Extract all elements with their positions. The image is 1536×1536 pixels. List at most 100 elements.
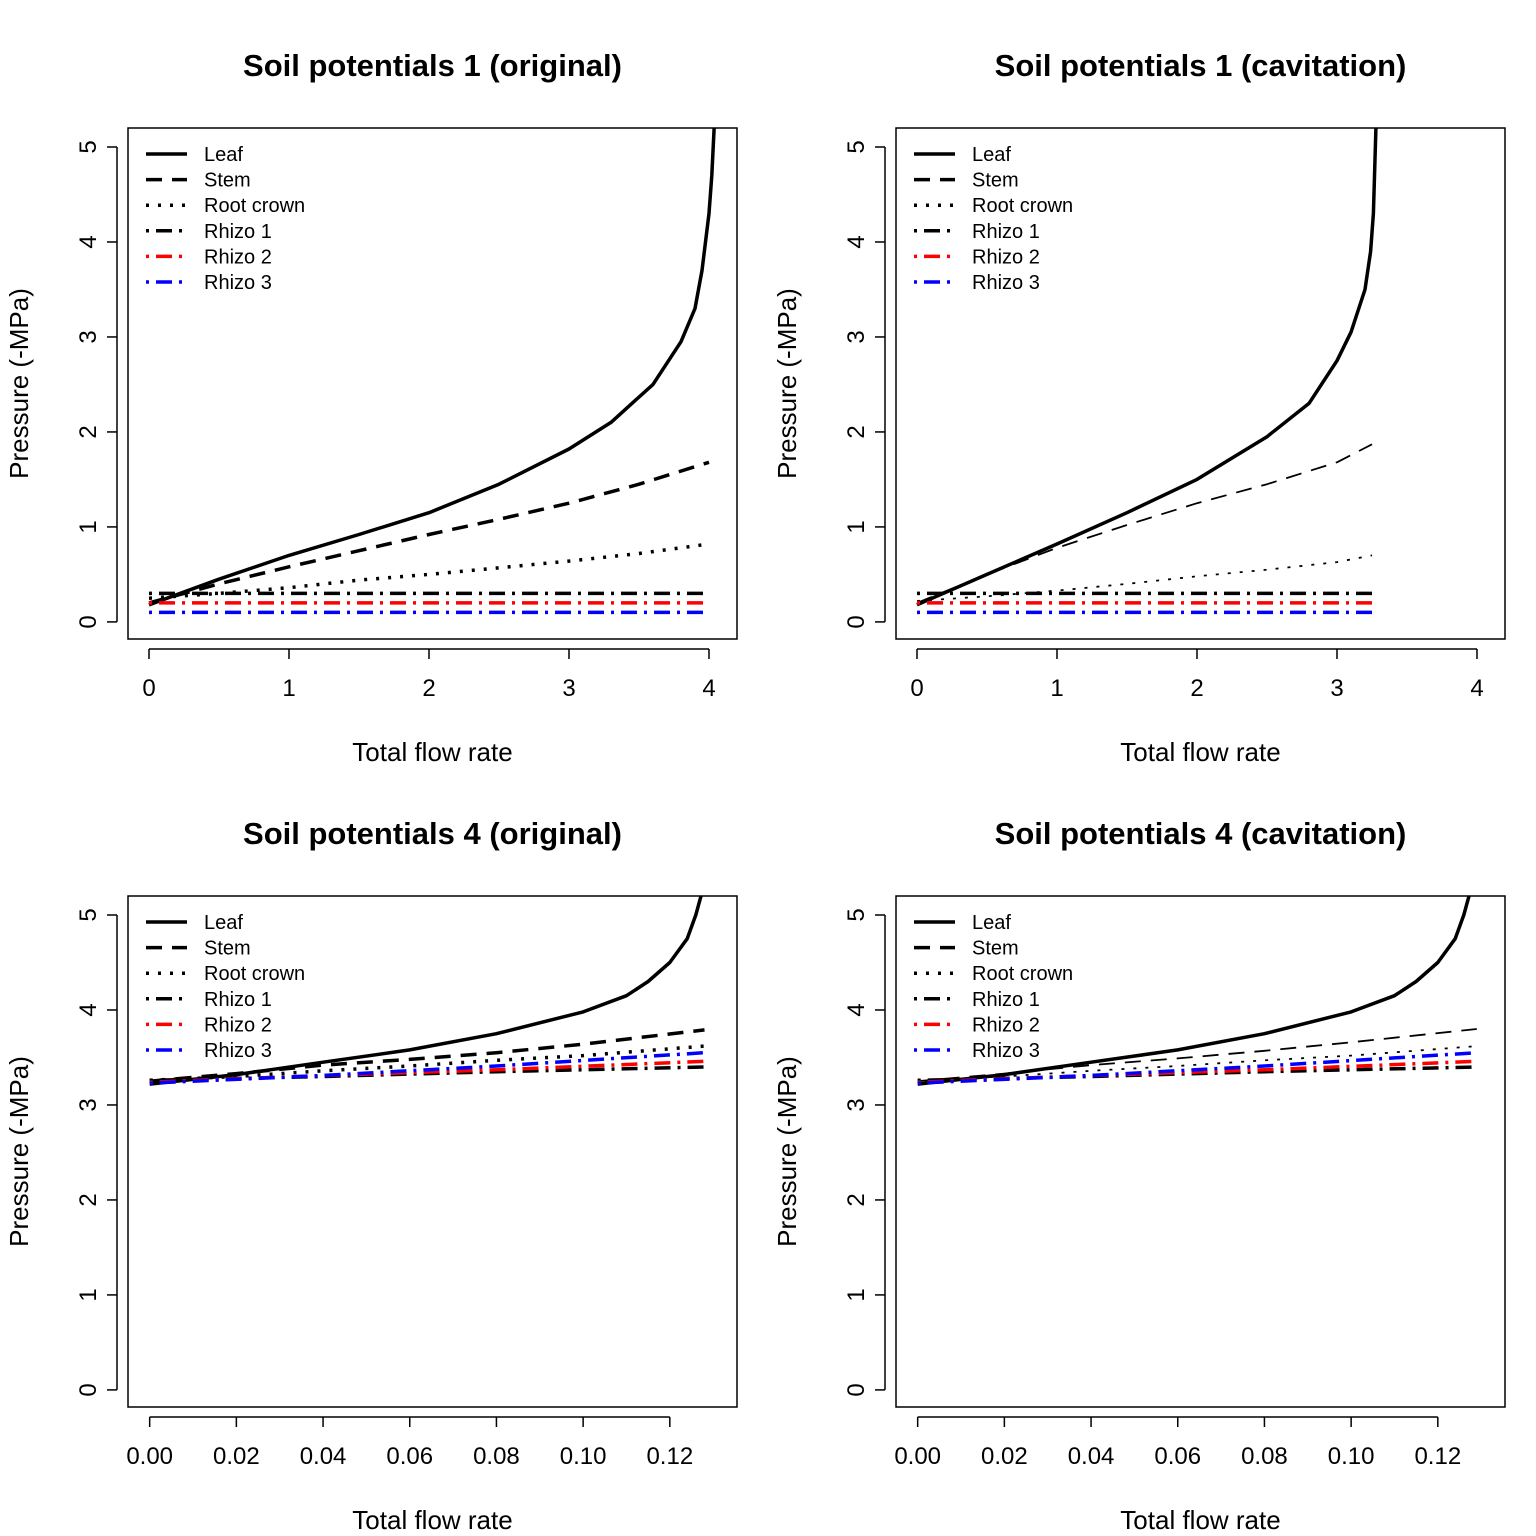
legend-label: Stem (204, 170, 251, 192)
plot-frame (895, 895, 1506, 1408)
series-line-stem (916, 443, 1373, 604)
legend-label: Rhizo 2 (972, 246, 1040, 268)
x-tick-label: 1 (1050, 675, 1063, 702)
series-group (148, 128, 716, 615)
legend-label: Rhizo 1 (972, 221, 1040, 243)
legend-label: Rhizo 3 (972, 272, 1040, 294)
legend: Leaf Stem Root crown Rhizo 1 Rhizo 2 Rhizo 3 (146, 144, 305, 294)
x-tick-label: 0.06 (1154, 1443, 1201, 1470)
y-tick-label: 5 (75, 140, 102, 153)
series-line-leaf (917, 896, 1471, 1086)
panel-1: Soil potentials 1 (original) 0 1 2 3 4 Total f… (4, 48, 738, 767)
legend: Leaf Stem Root crown Rhizo 1 Rhizo 2 Rhizo 3 (914, 912, 1073, 1062)
y-axis-label: Pressure (-MPa) (4, 1056, 34, 1247)
x-tick-label: 2 (422, 675, 435, 702)
y-tick-label: 5 (75, 908, 102, 921)
y-tick-label: 3 (75, 330, 102, 343)
y-tick-label: 4 (843, 235, 870, 248)
y-axis-label: Pressure (-MPa) (772, 1056, 802, 1247)
y-tick-label: 1 (843, 1288, 870, 1301)
x-axis-label: Total flow rate (352, 737, 512, 767)
y-tick-label: 0 (843, 1383, 870, 1396)
y-tick-label: 1 (843, 520, 870, 533)
legend-label: Root crown (204, 195, 305, 217)
legend-label: Root crown (972, 963, 1073, 985)
x-tick-label: 0.02 (981, 1443, 1028, 1470)
y-tick-label: 4 (843, 1003, 870, 1016)
y-tick-label: 3 (843, 330, 870, 343)
x-tick-label: 0.08 (1241, 1443, 1288, 1470)
legend-label: Leaf (204, 912, 243, 934)
series-line-leaf (149, 896, 703, 1086)
x-tick-label: 0.02 (213, 1443, 260, 1470)
series-line-rhizo-3 (917, 1050, 1477, 1085)
legend-label: Rhizo 3 (972, 1040, 1040, 1062)
y-tick-label: 0 (75, 615, 102, 628)
chart-title: Soil potentials 1 (original) (243, 48, 622, 83)
series-line-rhizo-3 (149, 1050, 705, 1085)
y-tick-label: 2 (843, 425, 870, 438)
plot-frame (127, 127, 738, 640)
chart-title: Soil potentials 4 (cavitation) (995, 816, 1407, 851)
legend-label: Leaf (972, 912, 1011, 934)
y-tick-label: 3 (843, 1098, 870, 1111)
y-tick-label: 2 (75, 425, 102, 438)
legend-label: Rhizo 3 (204, 1040, 272, 1062)
x-tick-label: 0 (142, 675, 155, 702)
legend: Leaf Stem Root crown Rhizo 1 Rhizo 2 Rhizo 3 (146, 912, 305, 1062)
series-line-root-crown (917, 1045, 1477, 1082)
series-group (917, 896, 1477, 1086)
y-tick-label: 2 (843, 1193, 870, 1206)
y-tick-label: 0 (843, 615, 870, 628)
y-tick-label: 0 (75, 1383, 102, 1396)
x-tick-label: 4 (1470, 675, 1483, 702)
legend-label: Root crown (972, 195, 1073, 217)
x-tick-label: 4 (702, 675, 715, 702)
plot-frame (127, 895, 738, 1408)
x-tick-label: 0.08 (473, 1443, 520, 1470)
x-tick-label: 0.00 (126, 1443, 173, 1470)
legend: Leaf Stem Root crown Rhizo 1 Rhizo 2 Rhizo 3 (914, 144, 1073, 294)
series-line-leaf (916, 128, 1378, 607)
x-tick-label: 0.04 (1068, 1443, 1115, 1470)
series-line-stem (917, 1028, 1477, 1083)
legend-label: Stem (204, 938, 251, 960)
y-tick-label: 3 (75, 1098, 102, 1111)
series-line-stem (149, 1028, 705, 1083)
legend-label: Rhizo 2 (972, 1014, 1040, 1036)
legend-label: Leaf (972, 144, 1011, 166)
panel-2: Soil potentials 1 (cavitation) 0 1 2 3 4 Total… (772, 48, 1506, 767)
legend-label: Rhizo 2 (204, 246, 272, 268)
x-axis-label: Total flow rate (1120, 1505, 1280, 1535)
legend-label: Leaf (204, 144, 243, 166)
x-tick-label: 0.00 (894, 1443, 941, 1470)
chart-title: Soil potentials 1 (cavitation) (995, 48, 1407, 83)
x-tick-label: 0 (910, 675, 923, 702)
x-tick-label: 1 (282, 675, 295, 702)
series-group (149, 896, 705, 1086)
y-tick-label: 5 (843, 908, 870, 921)
legend-label: Rhizo 3 (204, 272, 272, 294)
legend-label: Rhizo 1 (204, 221, 272, 243)
chart-title: Soil potentials 4 (original) (243, 816, 622, 851)
x-tick-label: 0.04 (300, 1443, 347, 1470)
series-line-root-crown (149, 1044, 705, 1083)
legend-label: Stem (972, 170, 1019, 192)
y-tick-label: 1 (75, 520, 102, 533)
x-tick-label: 0.12 (1414, 1443, 1461, 1470)
series-group (916, 128, 1378, 615)
legend-label: Rhizo 1 (204, 989, 272, 1011)
y-tick-label: 2 (75, 1193, 102, 1206)
y-axis-label: Pressure (-MPa) (4, 288, 34, 479)
series-line-leaf (148, 128, 716, 607)
series-line-root-crown (916, 554, 1373, 602)
legend-label: Rhizo 1 (972, 989, 1040, 1011)
y-tick-label: 4 (75, 1003, 102, 1016)
y-tick-label: 4 (75, 235, 102, 248)
x-tick-label: 0.10 (560, 1443, 607, 1470)
x-tick-label: 0.12 (646, 1443, 693, 1470)
x-tick-label: 2 (1190, 675, 1203, 702)
x-tick-label: 3 (562, 675, 575, 702)
plot-frame (895, 127, 1506, 640)
